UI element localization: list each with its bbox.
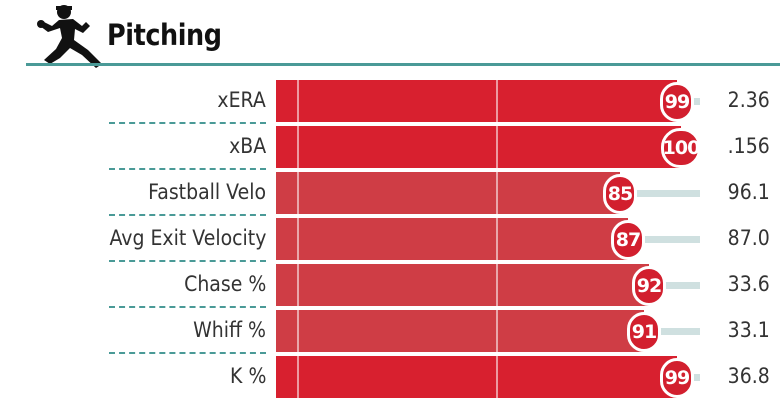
row-divider [109, 306, 266, 308]
bar-remainder [644, 328, 700, 335]
percentile-bar [276, 126, 681, 168]
row-divider [109, 168, 266, 170]
gridline [297, 126, 299, 168]
section-header: Pitching [0, 0, 780, 68]
bar-remainder [620, 190, 700, 197]
percentile-badge: 85 [603, 174, 637, 214]
gridline [297, 80, 299, 122]
row-divider [109, 260, 266, 262]
pitcher-icon [37, 5, 102, 68]
gridline [496, 356, 498, 398]
percentile-bar [276, 80, 677, 122]
gridline [297, 172, 299, 214]
table-row: K % 99 36.8 [0, 356, 780, 400]
percentile-badge: 99 [660, 358, 694, 398]
table-row: Whiff % 91 33.1 [0, 310, 780, 354]
table-row: Chase % 92 33.6 [0, 264, 780, 308]
gridline [297, 218, 299, 260]
gridline [297, 310, 299, 352]
percentile-bar-track: 100 [276, 126, 701, 168]
percentile-bar-track: 91 [276, 310, 700, 352]
bar-remainder [628, 236, 700, 243]
percentile-bar [276, 172, 620, 214]
percentile-badge: 91 [627, 312, 661, 352]
percentile-bar-track: 85 [276, 172, 700, 214]
table-row: xBA 100 .156 [0, 126, 780, 170]
metric-label: xERA [217, 88, 266, 112]
metric-label: Avg Exit Velocity [109, 226, 266, 250]
metric-label: K % [229, 364, 266, 388]
section-title: Pitching [107, 18, 222, 52]
metric-value: 87.0 [727, 226, 770, 250]
percentile-bar-track: 87 [276, 218, 700, 260]
percentile-bar [276, 310, 644, 352]
gridline [496, 126, 498, 168]
percentile-bar [276, 356, 677, 398]
metric-value: 33.1 [727, 318, 770, 342]
row-divider [109, 122, 266, 124]
metric-value: .156 [727, 134, 770, 158]
percentile-bar [276, 218, 628, 260]
metric-value: 33.6 [727, 272, 770, 296]
percentile-bar-track: 92 [276, 264, 700, 306]
percentile-bar-track: 99 [276, 80, 700, 122]
percentile-bar-track: 99 [276, 356, 700, 398]
metric-label: Chase % [183, 272, 266, 296]
metric-value: 36.8 [727, 364, 770, 388]
table-row: xERA 99 2.36 [0, 80, 780, 124]
metric-label: Whiff % [193, 318, 266, 342]
metric-value: 96.1 [727, 180, 770, 204]
gridline [496, 172, 498, 214]
header-divider [26, 63, 780, 66]
gridline [496, 218, 498, 260]
metric-label: Fastball Velo [148, 180, 266, 204]
table-row: Fastball Velo 85 96.1 [0, 172, 780, 216]
metric-label: xBA [228, 134, 266, 158]
percentile-badge: 87 [611, 220, 645, 260]
bar-remainder [649, 282, 700, 289]
percentile-badge: 92 [632, 266, 666, 306]
row-divider [109, 214, 266, 216]
gridline [297, 356, 299, 398]
percentile-bar [276, 264, 649, 306]
gridline [297, 264, 299, 306]
gridline [496, 80, 498, 122]
percentile-badge: 100 [661, 128, 701, 168]
gridline [496, 264, 498, 306]
table-row: Avg Exit Velocity 87 87.0 [0, 218, 780, 262]
row-divider [109, 352, 266, 354]
metric-value: 2.36 [727, 88, 770, 112]
gridline [496, 310, 498, 352]
percentile-badge: 99 [660, 82, 694, 122]
